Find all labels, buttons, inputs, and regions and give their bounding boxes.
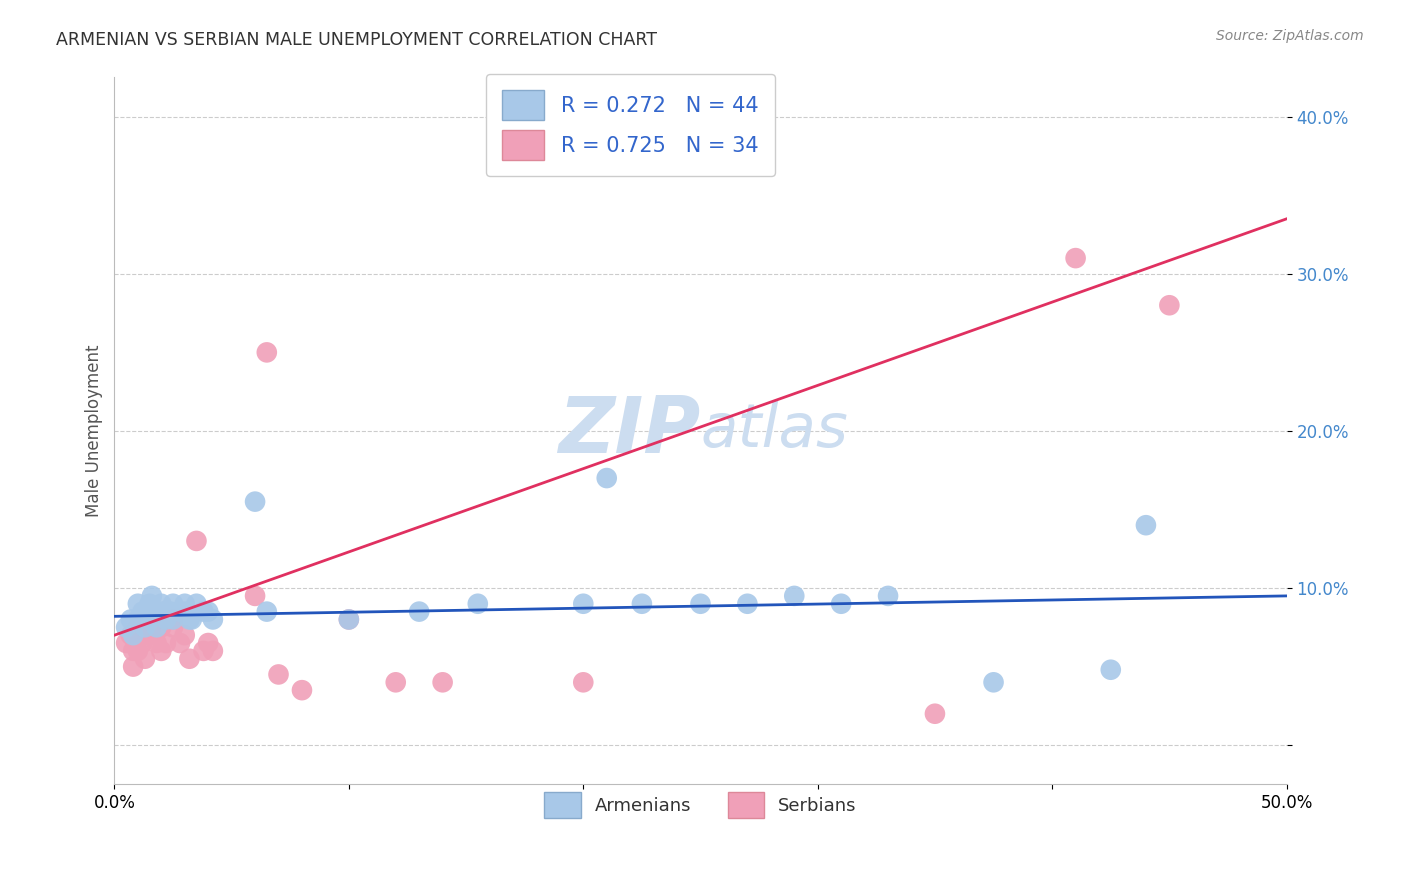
Point — [134, 620, 156, 634]
Point — [1099, 663, 1122, 677]
Point — [173, 628, 195, 642]
Point — [120, 612, 142, 626]
Point — [197, 636, 219, 650]
Point — [193, 605, 215, 619]
Point — [572, 597, 595, 611]
Point — [145, 636, 167, 650]
Point — [141, 589, 163, 603]
Point — [256, 345, 278, 359]
Point — [384, 675, 406, 690]
Point — [150, 644, 173, 658]
Y-axis label: Male Unemployment: Male Unemployment — [86, 344, 103, 517]
Point — [1064, 251, 1087, 265]
Point — [134, 652, 156, 666]
Legend: Armenians, Serbians: Armenians, Serbians — [537, 785, 863, 825]
Point — [138, 628, 160, 642]
Point — [169, 605, 191, 619]
Point — [201, 644, 224, 658]
Point — [197, 605, 219, 619]
Point — [162, 612, 184, 626]
Point — [127, 597, 149, 611]
Point — [141, 620, 163, 634]
Point — [179, 612, 201, 626]
Point — [115, 620, 138, 634]
Point — [737, 597, 759, 611]
Point — [127, 620, 149, 634]
Point — [337, 612, 360, 626]
Point — [138, 612, 160, 626]
Point — [131, 636, 153, 650]
Point — [150, 605, 173, 619]
Point — [145, 620, 167, 634]
Point — [179, 652, 201, 666]
Point — [337, 612, 360, 626]
Point — [115, 636, 138, 650]
Point — [877, 589, 900, 603]
Point — [169, 636, 191, 650]
Point — [201, 612, 224, 626]
Point — [155, 612, 177, 626]
Point — [180, 612, 202, 626]
Point — [127, 612, 149, 626]
Point — [173, 597, 195, 611]
Point — [155, 636, 177, 650]
Point — [243, 589, 266, 603]
Point — [924, 706, 946, 721]
Point — [1135, 518, 1157, 533]
Point — [408, 605, 430, 619]
Point — [256, 605, 278, 619]
Point — [131, 605, 153, 619]
Point — [122, 644, 145, 658]
Point — [830, 597, 852, 611]
Point — [186, 597, 208, 611]
Point — [432, 675, 454, 690]
Point — [173, 605, 195, 619]
Point — [138, 597, 160, 611]
Text: Source: ZipAtlas.com: Source: ZipAtlas.com — [1216, 29, 1364, 43]
Point — [145, 605, 167, 619]
Point — [689, 597, 711, 611]
Point — [631, 597, 654, 611]
Point — [150, 597, 173, 611]
Point — [596, 471, 619, 485]
Point — [572, 675, 595, 690]
Point — [120, 628, 142, 642]
Point — [983, 675, 1005, 690]
Point — [186, 533, 208, 548]
Point — [155, 605, 177, 619]
Text: ARMENIAN VS SERBIAN MALE UNEMPLOYMENT CORRELATION CHART: ARMENIAN VS SERBIAN MALE UNEMPLOYMENT CO… — [56, 31, 657, 49]
Point — [150, 620, 173, 634]
Point — [162, 612, 184, 626]
Point — [783, 589, 806, 603]
Point — [267, 667, 290, 681]
Point — [467, 597, 489, 611]
Point — [1159, 298, 1181, 312]
Point — [162, 597, 184, 611]
Text: atlas: atlas — [700, 401, 848, 460]
Point — [159, 605, 181, 619]
Point — [193, 644, 215, 658]
Point — [122, 659, 145, 673]
Text: ZIP: ZIP — [558, 393, 700, 469]
Point — [243, 494, 266, 508]
Point — [162, 620, 184, 634]
Point — [122, 628, 145, 642]
Point — [291, 683, 314, 698]
Point — [127, 644, 149, 658]
